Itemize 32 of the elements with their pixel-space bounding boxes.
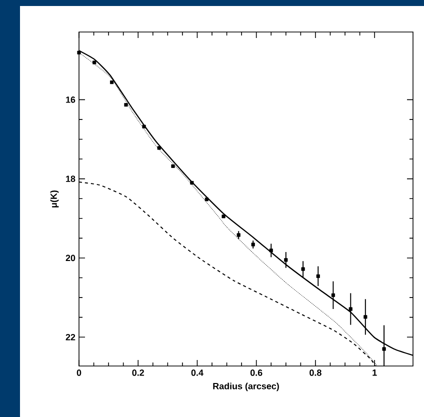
point	[92, 60, 96, 64]
point	[316, 274, 320, 278]
point	[251, 242, 255, 246]
x-tick-label: 0.8	[310, 370, 322, 376]
x-tick-label: 0.4	[191, 370, 204, 376]
point	[236, 233, 240, 237]
point	[157, 146, 161, 150]
point	[284, 258, 288, 262]
point	[364, 315, 368, 319]
point	[269, 248, 273, 252]
point	[348, 307, 352, 311]
y-tick-label: 18	[66, 176, 76, 182]
y-tick-label: 16	[66, 96, 76, 103]
point	[110, 80, 114, 84]
point	[204, 198, 208, 202]
point	[222, 214, 226, 218]
y-tick-label: 20	[66, 254, 76, 262]
point	[382, 347, 386, 351]
y-tick-label: 22	[66, 334, 76, 340]
point	[301, 267, 305, 271]
point	[77, 50, 81, 54]
x-tick-label: 0.2	[132, 370, 144, 376]
point	[331, 293, 335, 297]
point	[124, 103, 128, 107]
point	[142, 124, 146, 128]
x-axis-title: Radius (arcsec)	[213, 382, 279, 392]
x-tick-label: 1	[372, 370, 377, 376]
point	[190, 180, 194, 185]
x-tick-label: 0	[76, 370, 82, 376]
y-axis-title: μ(K)	[50, 190, 59, 208]
point	[171, 164, 175, 168]
x-tick-label: 0.6	[250, 370, 262, 376]
